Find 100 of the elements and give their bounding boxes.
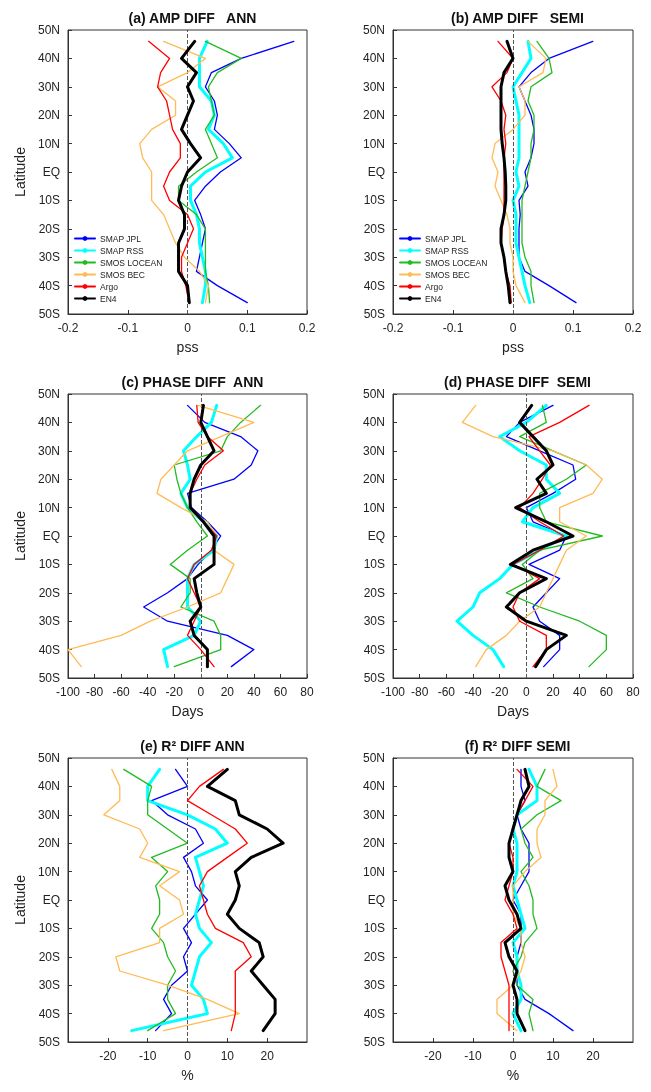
x-tick-label: 20 (586, 1049, 600, 1063)
x-tick-label: -20 (424, 1049, 442, 1063)
legend-label: SMAP JPL (100, 233, 142, 244)
y-tick-label: 20N (362, 472, 385, 487)
y-tick-label: 50S (38, 671, 60, 685)
y-tick-label: 40S (38, 642, 60, 657)
y-tick-label: 10S (363, 557, 385, 572)
line-series (461, 404, 603, 668)
x-tick-label: -40 (138, 685, 157, 699)
y-tick-label: 10N (37, 500, 60, 515)
x-tick-label: -60 (112, 685, 131, 699)
y-tick-label: 40S (363, 278, 385, 293)
y-tick-label: 50S (38, 1035, 60, 1049)
y-tick-label: 20S (363, 949, 385, 964)
x-axis-title: pss (176, 339, 199, 355)
chart-title: (f) R² DIFF SEMI (464, 738, 571, 754)
line-series (188, 403, 216, 669)
y-tick-label: 30N (362, 443, 385, 458)
legend-label: Argo (100, 281, 119, 292)
chart-title: (c) PHASE DIFF ANN (121, 374, 264, 390)
y-tick-label: EQ (42, 165, 60, 179)
x-tick-label: 0.2 (298, 321, 316, 335)
legend-label: SMOS BEC (100, 269, 145, 280)
line-series (186, 768, 252, 1032)
x-tick-label: 20 (220, 685, 235, 699)
y-tick-label: 10S (38, 193, 60, 208)
chart-title: (b) AMP DIFF SEMI (451, 10, 584, 26)
x-tick-label: 20 (260, 1049, 275, 1063)
y-tick-label: 40N (37, 51, 60, 66)
y-tick-label: 20S (38, 585, 60, 600)
y-tick-label: 30S (363, 250, 385, 265)
y-tick-label: 10S (38, 921, 60, 936)
y-tick-label: 30N (37, 807, 60, 822)
x-tick-label: -0.2 (382, 321, 404, 335)
line-series (123, 768, 189, 1032)
x-tick-label: 60 (599, 685, 614, 699)
line-series (151, 768, 209, 1032)
y-tick-label: 50S (363, 307, 385, 321)
line-series (177, 39, 203, 305)
x-tick-label: 0 (509, 1049, 517, 1063)
line-series (521, 40, 553, 304)
line-series (103, 768, 240, 1032)
y-axis-title: Latitude (12, 146, 29, 197)
y-tick-label: 20N (37, 836, 60, 851)
legend-label: SMAP JPL (425, 233, 467, 244)
x-tick-label: -0.1 (442, 321, 464, 335)
x-tick-label: 0 (184, 1049, 192, 1063)
y-tick-label: 20S (38, 221, 60, 236)
y-tick-label: 40N (362, 51, 385, 66)
x-axis-title: % (181, 1067, 194, 1083)
y-tick-label: 30S (363, 614, 385, 629)
line-series (491, 40, 547, 304)
x-tick-label: -100 (380, 685, 406, 699)
x-tick-label: 0.1 (564, 321, 582, 335)
y-tick-label: EQ (367, 165, 385, 179)
chart-title: (a) AMP DIFF ANN (128, 10, 257, 26)
x-tick-label: -40 (464, 685, 482, 699)
y-tick-label: 10N (362, 864, 385, 879)
y-tick-label: 50N (362, 751, 385, 765)
line-series (194, 40, 295, 304)
y-tick-label: 50N (37, 387, 60, 401)
line-series (130, 767, 229, 1033)
line-series (518, 40, 594, 304)
y-tick-label: 40N (362, 415, 385, 430)
legend-label: EN4 (425, 293, 442, 304)
x-tick-label: -10 (464, 1049, 482, 1063)
y-tick-label: 50N (37, 751, 60, 765)
y-tick-label: 50N (37, 23, 60, 37)
x-tick-label: 0 (184, 321, 192, 335)
legend-label: EN4 (100, 293, 117, 304)
legend-label: Argo (425, 281, 444, 292)
legend-label: SMOS BEC (425, 269, 470, 280)
y-tick-label: 40S (363, 1006, 385, 1021)
line-series (511, 39, 533, 305)
y-tick-label: 30N (362, 807, 385, 822)
y-tick-label: 30S (38, 250, 60, 265)
y-tick-label: 40N (362, 779, 385, 794)
y-tick-label: 50N (362, 23, 385, 37)
x-tick-label: 80 (300, 685, 314, 699)
y-tick-label: 40N (37, 779, 60, 794)
legend-label: SMAP RSS (100, 245, 145, 256)
y-tick-label: 20S (38, 949, 60, 964)
x-tick-label: -20 (165, 685, 184, 699)
chart-title: (d) PHASE DIFF SEMI (444, 374, 591, 390)
legend-label: SMOS LOCEAN (425, 257, 488, 268)
x-tick-label: 10 (546, 1049, 560, 1063)
x-tick-label: 20 (546, 685, 560, 699)
y-tick-label: 30N (37, 443, 60, 458)
y-tick-label: EQ (42, 529, 60, 543)
y-tick-label: 30N (37, 79, 60, 94)
y-tick-label: 30S (363, 978, 385, 993)
legend-label: SMOS LOCEAN (100, 257, 163, 268)
y-tick-label: EQ (42, 893, 60, 907)
y-tick-label: 30S (38, 614, 60, 629)
x-tick-label: -80 (410, 685, 429, 699)
y-tick-label: 30N (362, 79, 385, 94)
y-tick-label: 40S (363, 642, 385, 657)
y-tick-label: 20N (37, 472, 60, 487)
line-series (512, 768, 562, 1032)
x-axis-title: % (506, 1067, 520, 1083)
